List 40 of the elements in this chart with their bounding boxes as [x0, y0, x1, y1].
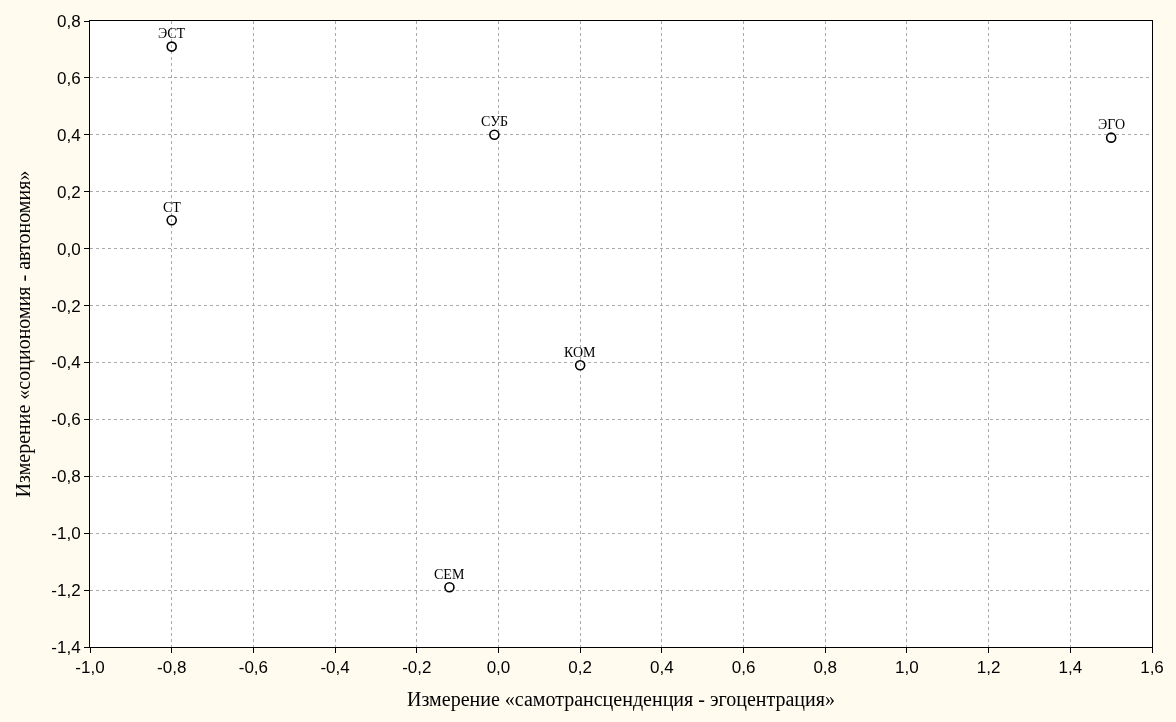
y-tick-label: -0,2 — [51, 296, 81, 316]
annotation: КОМ — [564, 345, 597, 360]
y-tick-label: 0,2 — [56, 182, 81, 202]
x-tick-label: 1,0 — [895, 658, 919, 678]
x-tick-label: -0,8 — [157, 658, 187, 678]
y-tick-label: -1,2 — [51, 581, 81, 601]
point — [166, 214, 177, 226]
x-tick-label: -0,2 — [402, 658, 432, 678]
annotation: СЕМ — [434, 567, 465, 582]
point — [166, 41, 177, 52]
x-tick-label: 1,4 — [1058, 658, 1083, 678]
y-tick-label: -1,0 — [51, 524, 81, 544]
x-tick-label: -1,0 — [75, 658, 105, 678]
x-tick-label: 0,6 — [731, 658, 756, 678]
point — [1105, 132, 1117, 143]
x-tick-label: 0,0 — [486, 658, 511, 678]
x-tick-label: 0,2 — [568, 658, 592, 678]
y-tick-label: 0,8 — [56, 11, 81, 31]
y-axis-title: Измерение «социономия - автономия» — [11, 170, 35, 498]
annotation: ЭСТ — [158, 26, 186, 41]
y-tick-label: 0,4 — [56, 125, 81, 145]
y-tick-label: -0,4 — [51, 353, 81, 373]
x-tick-label: 1,6 — [1140, 658, 1164, 678]
annotation: СУБ — [481, 114, 509, 129]
x-tick-label: 1,2 — [976, 658, 1001, 678]
x-tick-label: 0,8 — [813, 658, 838, 678]
y-tick-label: -1,4 — [51, 637, 81, 657]
x-tick-label: -0,4 — [320, 658, 350, 678]
x-tick-label: -0,6 — [238, 658, 269, 678]
x-axis-title: Измерение «самотрансценденция - эгоцентрация» — [407, 687, 835, 711]
annotation: ЭГО — [1098, 117, 1126, 132]
y-tick-label: -0,8 — [51, 467, 81, 487]
annotation: СТ — [163, 200, 182, 215]
point — [489, 129, 500, 141]
y-tick-label: 0,6 — [56, 68, 81, 88]
y-tick-label: 0,0 — [56, 239, 81, 259]
y-tick-label: -0,6 — [51, 410, 81, 430]
point — [574, 360, 586, 371]
x-tick-label: 0,4 — [650, 658, 674, 678]
point — [444, 581, 455, 593]
